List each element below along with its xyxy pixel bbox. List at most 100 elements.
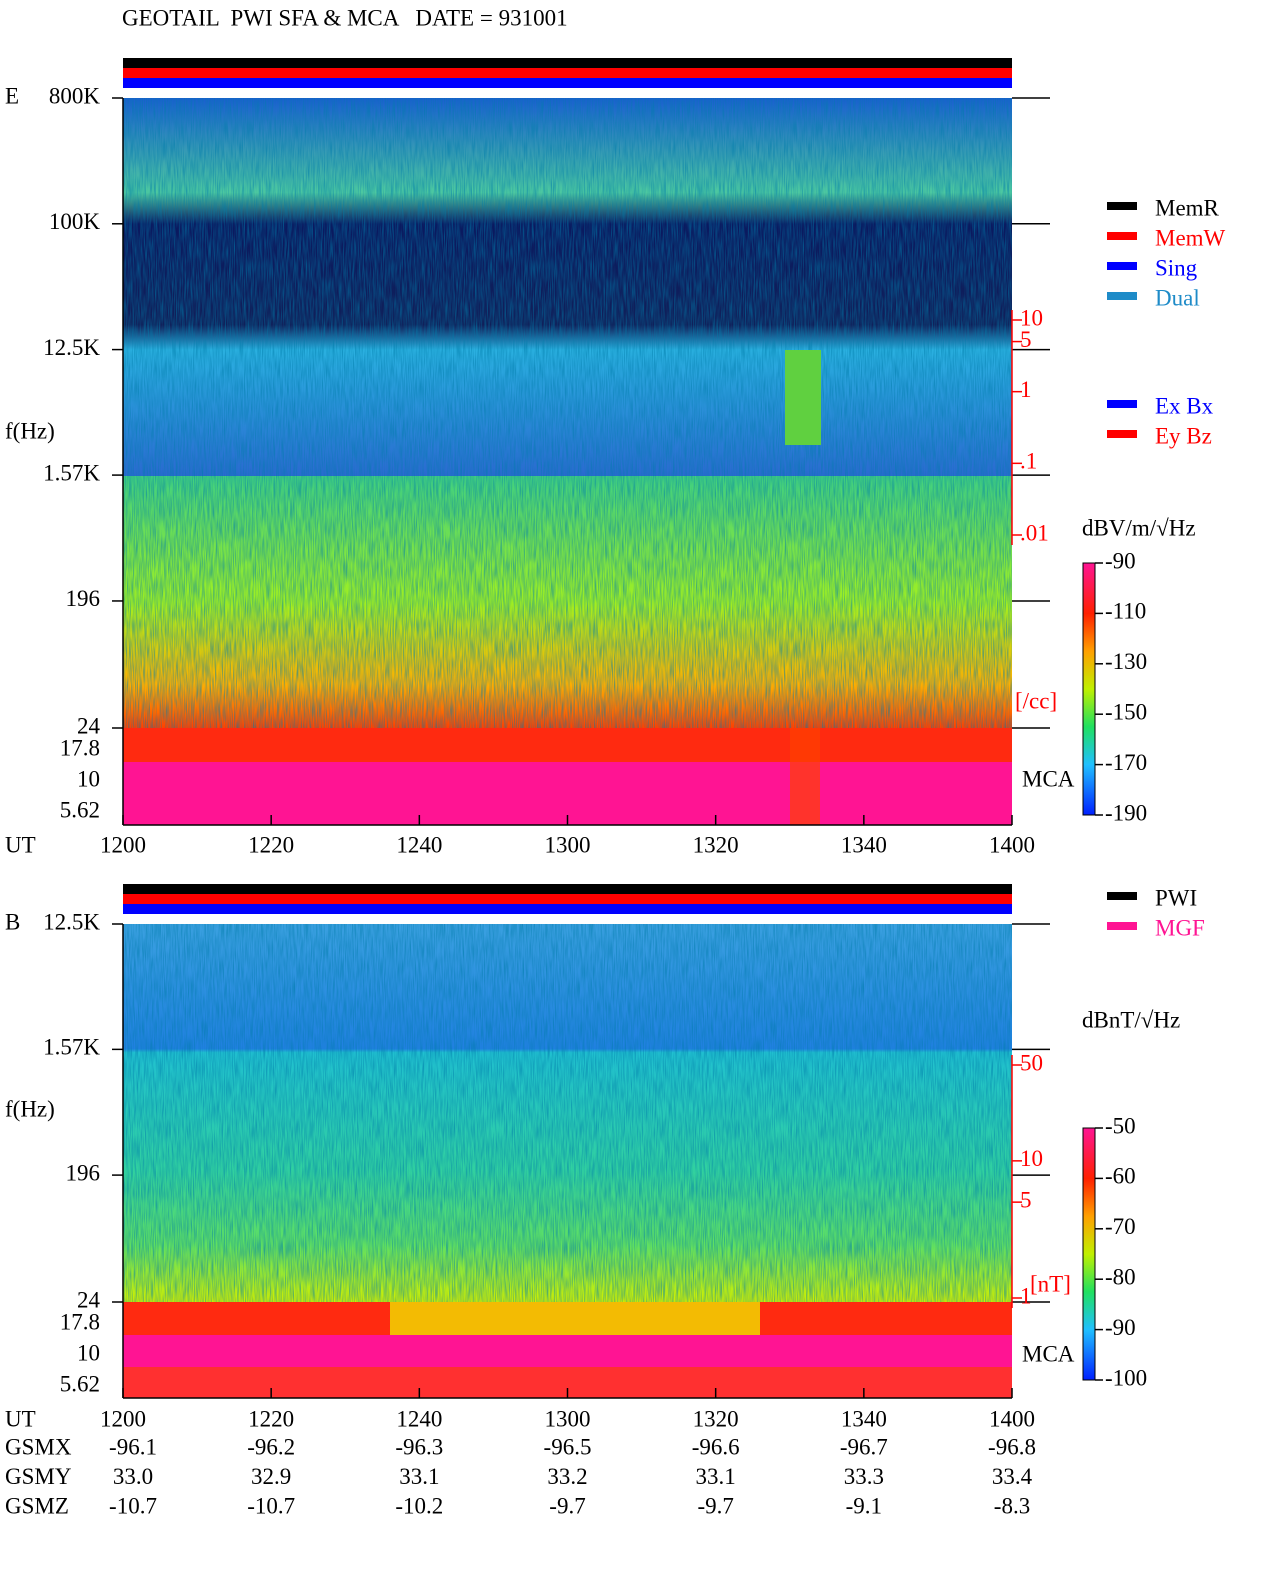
x-tick-label: 1240 xyxy=(396,1406,442,1431)
y2-tick-label: 50 xyxy=(1020,1050,1043,1075)
ephemeris-value: -8.3 xyxy=(994,1493,1030,1518)
mca-label: MCA xyxy=(1022,766,1075,791)
ephemeris-label: GSMZ xyxy=(5,1493,69,1518)
ephemeris-value: 33.3 xyxy=(844,1464,884,1489)
spectrogram-e xyxy=(123,58,1012,825)
ephemeris-value: -10.2 xyxy=(395,1493,443,1518)
legend-label: MemW xyxy=(1155,225,1226,250)
mca-tick-label: 17.8 xyxy=(60,1309,100,1334)
ephemeris-value: -96.6 xyxy=(692,1434,740,1459)
ephemeris-value: -10.7 xyxy=(109,1493,157,1518)
x-tick-label: 1220 xyxy=(248,832,294,857)
y-tick-label: 100K xyxy=(49,209,101,234)
x-tick-label: 1340 xyxy=(841,832,887,857)
x-tick-label: 1320 xyxy=(693,1406,739,1431)
ephemeris-value: 33.0 xyxy=(113,1464,153,1489)
legend-swatch xyxy=(1107,892,1137,900)
ephemeris-value: -96.7 xyxy=(840,1434,888,1459)
colorbar-tick-label: -110 xyxy=(1105,599,1146,624)
legend-label: Dual xyxy=(1155,285,1200,310)
ephemeris-value: 32.9 xyxy=(251,1464,291,1489)
x-tick-label: 1220 xyxy=(248,1406,294,1431)
ephemeris-label: GSMY xyxy=(5,1464,72,1489)
ephemeris-value: -96.5 xyxy=(544,1434,592,1459)
colorbar-tick-label: -190 xyxy=(1105,800,1147,825)
ephemeris-value: -96.2 xyxy=(247,1434,295,1459)
legend-label: PWI xyxy=(1155,885,1197,910)
legend-swatch xyxy=(1107,232,1137,240)
mca-tick-label: 5.62 xyxy=(60,1371,100,1396)
colorbar-title: dBV/m/√Hz xyxy=(1082,515,1196,540)
y2-tick-label: 10 xyxy=(1020,305,1043,330)
legend-swatch xyxy=(1107,400,1137,408)
legend-label: Ex Bx xyxy=(1155,393,1214,418)
ephemeris-value: -96.3 xyxy=(395,1434,443,1459)
colorbar-tick-label: -80 xyxy=(1105,1264,1136,1289)
legend-swatch xyxy=(1107,292,1137,300)
colorbar xyxy=(1082,562,1096,816)
y2-tick-label: 1 xyxy=(1020,377,1032,402)
ephemeris-value: 33.2 xyxy=(547,1464,587,1489)
ephemeris-value: -96.1 xyxy=(109,1434,157,1459)
y2-tick-label: 10 xyxy=(1020,1146,1043,1171)
colorbar xyxy=(1082,1127,1096,1381)
x-tick-label: 1300 xyxy=(545,1406,591,1431)
mca-tick-label: 10 xyxy=(77,766,100,791)
y2-axis-label: [nT] xyxy=(1030,1271,1071,1296)
x-tick-label: 1400 xyxy=(989,1406,1035,1431)
y2-tick-label: .01 xyxy=(1020,520,1049,545)
ephemeris-value: -9.7 xyxy=(549,1493,585,1518)
colorbar-tick-label: -50 xyxy=(1105,1113,1136,1138)
colorbar-tick-label: -90 xyxy=(1105,548,1136,573)
x-axis-label: UT xyxy=(5,1406,36,1431)
y-tick-label: 12.5K xyxy=(43,909,100,934)
x-tick-label: 1320 xyxy=(693,832,739,857)
colorbar-tick-label: -100 xyxy=(1105,1365,1147,1390)
colorbar-tick-label: -90 xyxy=(1105,1315,1136,1340)
spectrogram-b xyxy=(123,884,1012,1398)
ephemeris-value: -10.7 xyxy=(247,1493,295,1518)
chart-title: GEOTAIL PWI SFA & MCA DATE = 931001 xyxy=(122,5,568,30)
legend-label: Sing xyxy=(1155,255,1198,280)
x-tick-label: 1340 xyxy=(841,1406,887,1431)
x-tick-label: 1400 xyxy=(989,832,1035,857)
ephemeris-value: 33.1 xyxy=(696,1464,736,1489)
y-tick-label: 24 xyxy=(77,713,101,738)
y2-tick-label: .1 xyxy=(1020,449,1037,474)
x-tick-label: 1300 xyxy=(545,832,591,857)
ephemeris-value: -96.8 xyxy=(988,1434,1036,1459)
ephemeris-label: GSMX xyxy=(5,1434,72,1459)
legend-label: MGF xyxy=(1155,915,1205,940)
y-tick-label: 12.5K xyxy=(43,335,100,360)
colorbar-tick-label: -130 xyxy=(1105,649,1147,674)
ephemeris-value: 33.4 xyxy=(992,1464,1033,1489)
mca-label: MCA xyxy=(1022,1341,1075,1366)
y-tick-label: 800K xyxy=(49,83,101,108)
ephemeris-value: -9.7 xyxy=(697,1493,733,1518)
x-axis-label: UT xyxy=(5,832,36,857)
y-tick-label: 1.57K xyxy=(43,1035,100,1060)
legend-label: Ey Bz xyxy=(1155,423,1212,448)
y-tick-label: 196 xyxy=(66,586,101,611)
ephemeris-value: 33.1 xyxy=(399,1464,439,1489)
colorbar-title: dBnT/√Hz xyxy=(1082,1007,1180,1032)
y-tick-label: 1.57K xyxy=(43,460,100,485)
panel-label: B xyxy=(5,909,20,934)
legend-label: MemR xyxy=(1155,195,1220,220)
y-axis-label: f(Hz) xyxy=(5,418,55,443)
panel-label: E xyxy=(5,83,19,108)
legend-swatch xyxy=(1107,262,1137,270)
y2-axis-label: [/cc] xyxy=(1015,688,1057,713)
y-tick-label: 196 xyxy=(66,1160,101,1185)
y2-tick-label: 5 xyxy=(1020,327,1032,352)
colorbar-tick-label: -60 xyxy=(1105,1164,1136,1189)
x-tick-label: 1200 xyxy=(100,832,146,857)
legend-swatch xyxy=(1107,922,1137,930)
y2-tick-label: 5 xyxy=(1020,1187,1032,1212)
colorbar-tick-label: -150 xyxy=(1105,699,1147,724)
x-tick-label: 1200 xyxy=(100,1406,146,1431)
colorbar-tick-label: -70 xyxy=(1105,1214,1136,1239)
legend-swatch xyxy=(1107,202,1137,210)
mca-tick-label: 5.62 xyxy=(60,797,100,822)
